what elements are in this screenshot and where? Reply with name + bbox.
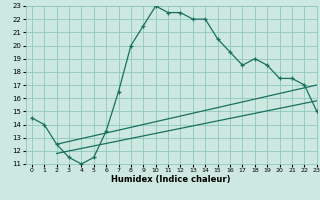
X-axis label: Humidex (Indice chaleur): Humidex (Indice chaleur) <box>111 175 231 184</box>
